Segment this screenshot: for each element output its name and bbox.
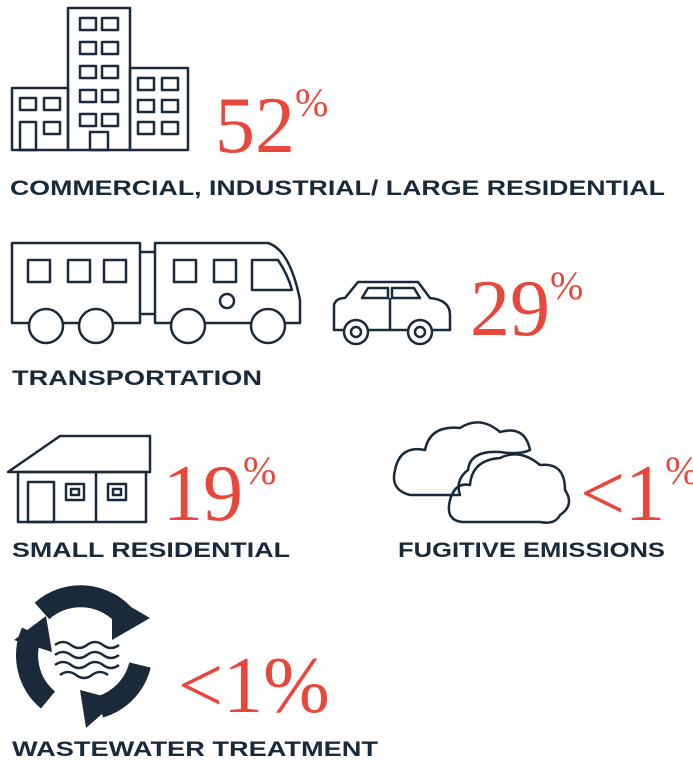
percentage-value: 19 — [163, 450, 243, 538]
percentage-unit: % — [550, 263, 583, 308]
category-label: WASTEWATER TREATMENT — [12, 738, 378, 761]
percentage: 52% — [215, 80, 328, 170]
category-label: FUGITIVE EMISSIONS — [398, 539, 665, 562]
percentage: <1% — [580, 448, 693, 538]
percentage-unit: % — [243, 448, 276, 493]
percentage: 29% — [470, 263, 583, 353]
cloud-icon — [392, 421, 571, 524]
house-icon — [6, 434, 152, 524]
percentage: 19% — [163, 448, 276, 538]
percentage-unit: % — [665, 448, 693, 493]
percentage-value: <1 — [580, 450, 665, 538]
car-icon — [332, 280, 452, 346]
train-icon — [10, 241, 302, 345]
percentage: <1% — [178, 642, 330, 730]
category-label: TRANSPORTATION — [12, 367, 262, 390]
category-label: SMALL RESIDENTIAL — [12, 539, 290, 562]
category-label: COMMERCIAL, INDUSTRIAL/ LARGE RESIDENTIA… — [10, 177, 665, 200]
percentage-value: 52 — [215, 82, 295, 170]
wastewater-icon — [14, 585, 151, 728]
buildings-icon — [10, 6, 190, 152]
percentage-unit: % — [295, 80, 328, 125]
percentage-value: 29 — [470, 265, 550, 353]
